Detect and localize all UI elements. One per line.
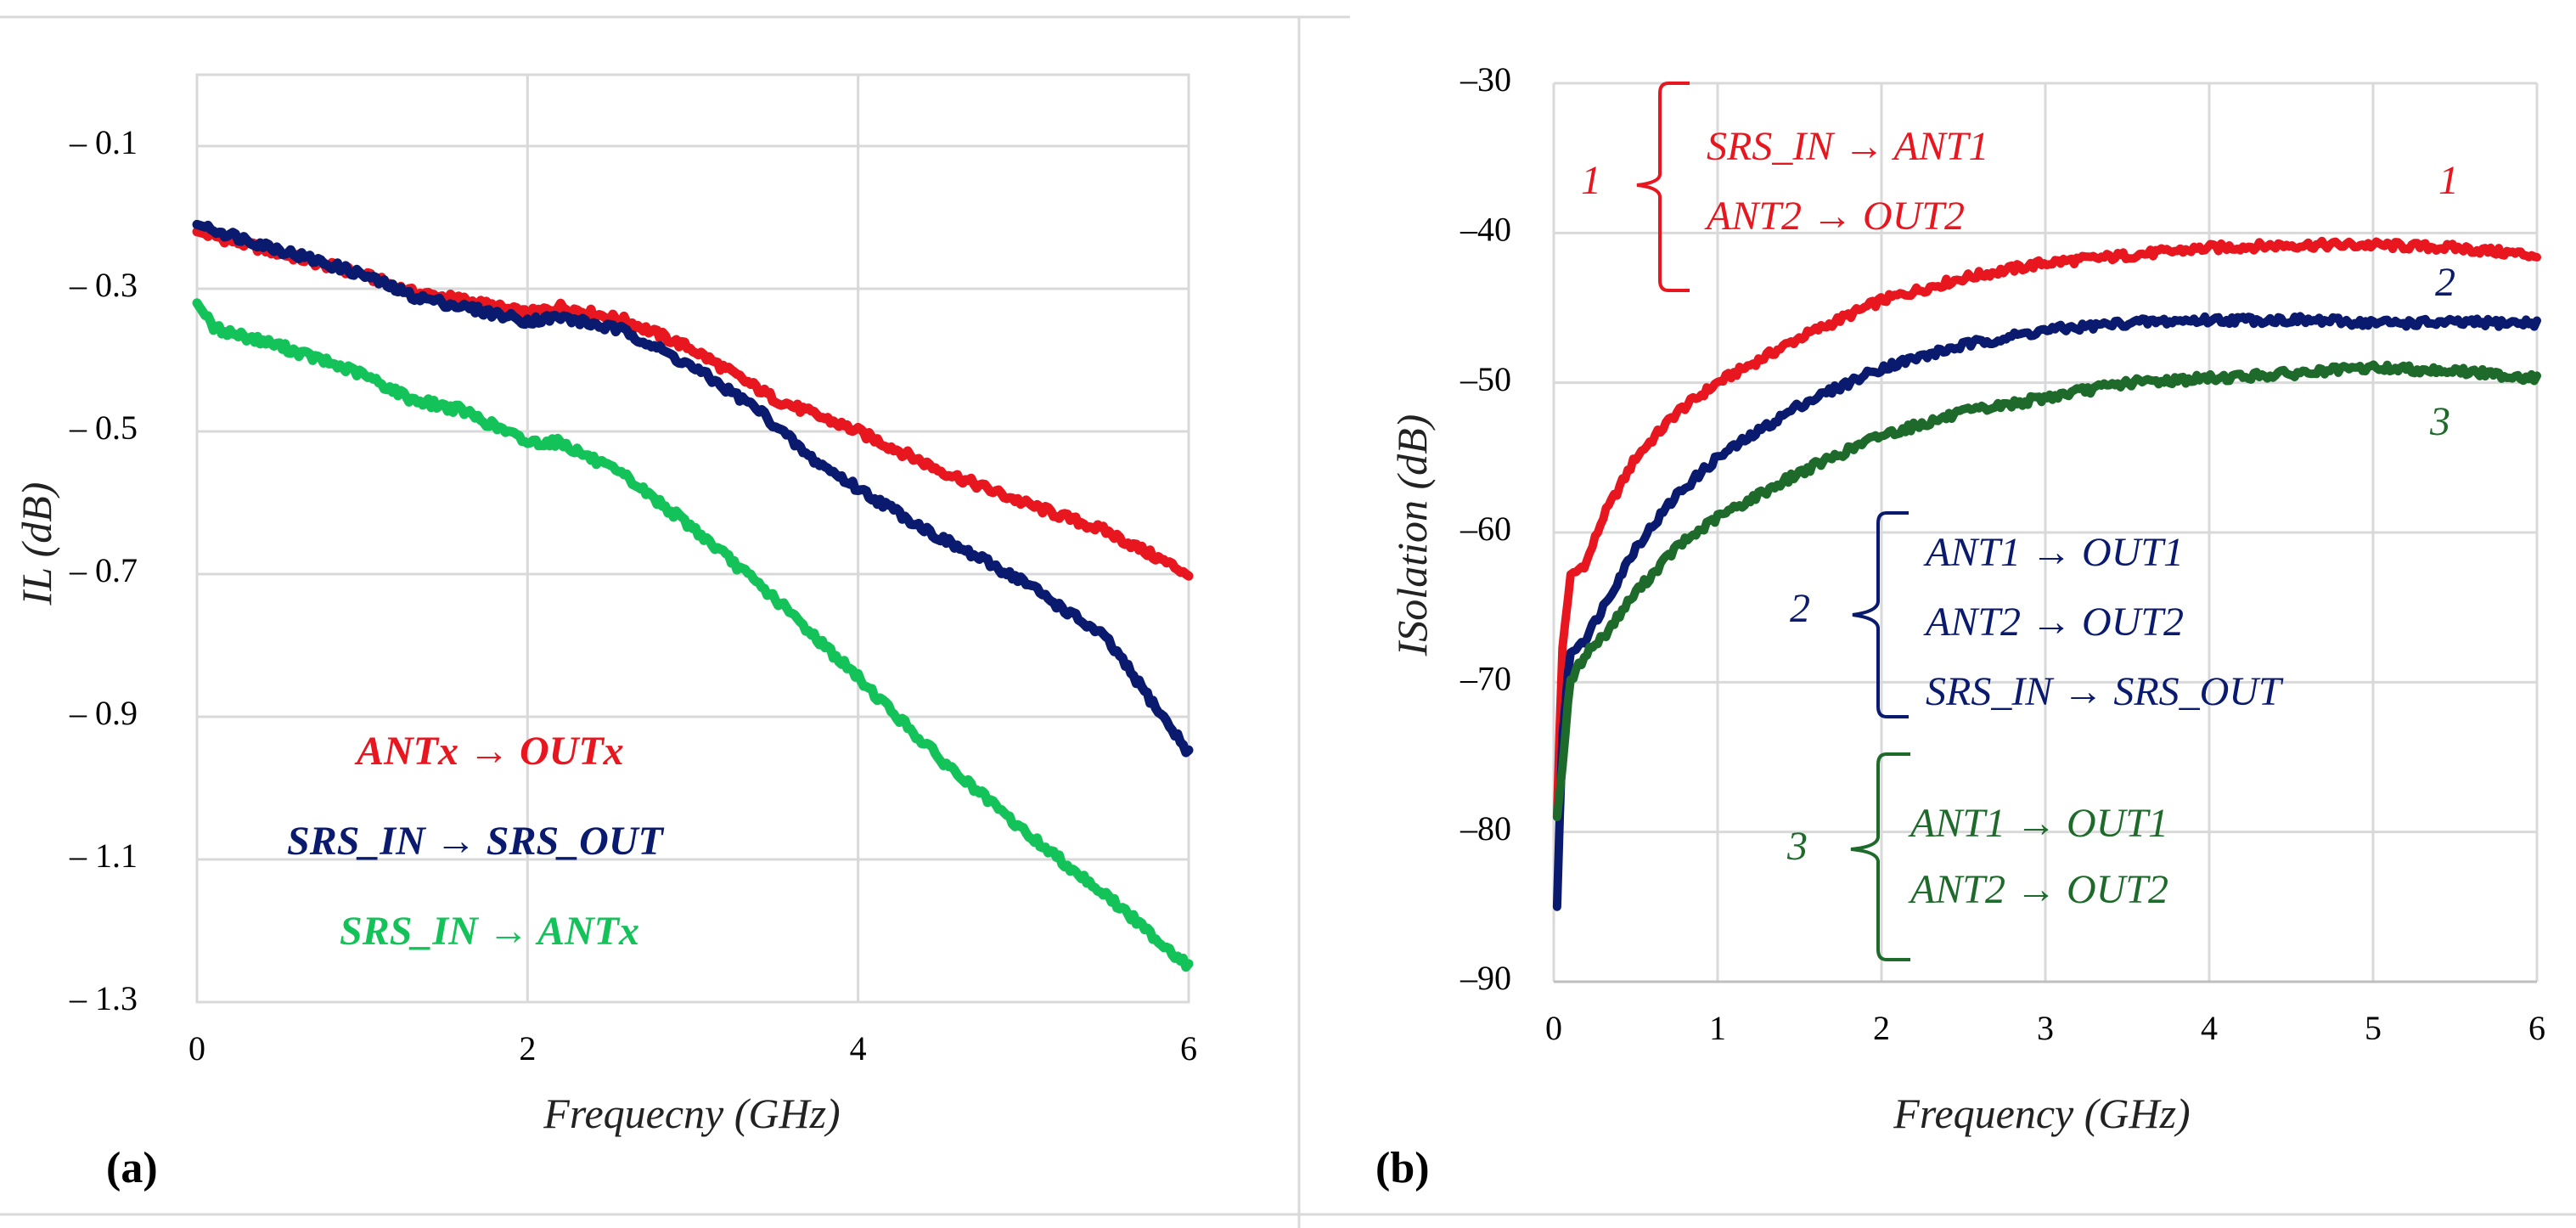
annotation-group-3-brace (1850, 752, 1910, 961)
annotation-group-1-line-1: SRS_IN → ANT1 (1707, 124, 1988, 169)
panel-b-x-tick-labels: 0 1 2 3 4 5 6 (1545, 1009, 2545, 1047)
panel-b-series-group (1552, 236, 2541, 911)
x-tick-label: 4 (2201, 1009, 2218, 1047)
panel-a-legend: ANTx → OUTx SRS_IN → SRS_OUT SRS_IN → AN… (287, 729, 664, 954)
x-tick-label: 3 (2037, 1009, 2054, 1047)
y-tick-label: –40 (1460, 211, 1511, 249)
annotation-group-2-line-2: ANT2 → OUT2 (1923, 600, 2184, 645)
series-line-b-1 (1552, 312, 2541, 911)
annotation-group-2-brace (1852, 511, 1909, 718)
annotation-group-2-line-1: ANT1 → OUT1 (1923, 530, 2184, 575)
y-tick-label: –90 (1460, 959, 1511, 997)
panel-b-x-axis-label: Frequency (GHz) (1893, 1090, 2190, 1137)
x-tick-label: 2 (1873, 1009, 1890, 1047)
y-tick-label: – 0.7 (69, 551, 138, 589)
annotation-group-2-line-3: SRS_IN → SRS_OUT (1926, 669, 2284, 714)
x-tick-label: 2 (519, 1029, 536, 1067)
annotation-group-2-number: 2 (1790, 586, 1810, 631)
x-tick-label: 0 (1545, 1009, 1562, 1047)
legend-entry-srs-in-srs-out: SRS_IN → SRS_OUT (287, 819, 664, 864)
x-tick-label: 4 (850, 1029, 867, 1067)
y-tick-label: –50 (1460, 360, 1511, 398)
annotation-group-3-number: 3 (1786, 824, 1808, 869)
x-tick-label: 6 (2528, 1009, 2545, 1047)
panel-a-x-tick-labels: 0 2 4 6 (188, 1029, 1197, 1067)
panel-a-x-axis-label: Frequecny (GHz) (543, 1090, 840, 1137)
x-tick-label: 6 (1180, 1029, 1197, 1067)
curve-label-3: 3 (2429, 399, 2450, 444)
annotation-group-1: 1 SRS_IN → ANT1 ANT2 → OUT2 (1581, 82, 1988, 292)
curve-label-2: 2 (2435, 260, 2455, 305)
series-line-a-2 (192, 298, 1194, 972)
y-tick-label: – 0.3 (69, 266, 138, 304)
x-tick-label: 0 (188, 1029, 205, 1067)
panel-b-y-tick-labels: –30 –40 –50 –60 –70 –80 –90 (1460, 60, 1511, 997)
x-tick-label: 1 (1709, 1009, 1726, 1047)
panel-a-y-tick-labels: – 0.1 – 0.3 – 0.5 – 0.7 – 0.9 – 1.1 – 1.3 (69, 123, 138, 1017)
panel-a-chart: – 0.1 – 0.3 – 0.5 – 0.7 – 0.9 – 1.1 – 1.3 0 2 4 6… (13, 73, 1197, 1192)
y-tick-label: –80 (1460, 809, 1511, 848)
panel-a-series-group (192, 219, 1194, 972)
panel-a-label: (a) (106, 1144, 158, 1192)
annotation-group-3: 3 ANT1 → OUT1 ANT2 → OUT2 (1786, 752, 2168, 961)
x-tick-label: 5 (2365, 1009, 2382, 1047)
panel-b-gridlines (1552, 82, 2539, 983)
legend-entry-antx-outx: ANTx → OUTx (354, 729, 624, 774)
annotation-group-3-line-2: ANT2 → OUT2 (1908, 867, 2168, 912)
y-tick-label: – 0.1 (69, 123, 138, 161)
panel-b-label: (b) (1375, 1144, 1430, 1192)
annotation-group-2: 2 ANT1 → OUT1 ANT2 → OUT2 SRS_IN → SRS_O… (1790, 511, 2284, 718)
annotation-group-1-number: 1 (1581, 158, 1601, 203)
annotation-group-1-brace (1636, 82, 1690, 292)
y-tick-label: – 0.9 (69, 694, 138, 732)
y-tick-label: – 1.1 (69, 837, 138, 875)
y-tick-label: –70 (1460, 660, 1511, 698)
y-tick-label: –30 (1460, 60, 1511, 99)
annotation-group-1-line-2: ANT2 → OUT2 (1704, 194, 1965, 239)
y-tick-label: –60 (1460, 510, 1511, 548)
panel-a-gridlines (195, 75, 1190, 1004)
y-tick-label: – 1.3 (69, 979, 138, 1017)
panel-a-y-axis-label: IL (dB) (13, 482, 60, 606)
annotation-group-3-line-1: ANT1 → OUT1 (1908, 801, 2168, 846)
legend-entry-srs-in-antx: SRS_IN → ANTx (340, 909, 639, 954)
series-line-a-1 (192, 219, 1194, 758)
curve-label-1: 1 (2438, 158, 2459, 203)
y-tick-label: – 0.5 (69, 408, 138, 447)
panel-b-chart: –30 –40 –50 –60 –70 –80 –90 0 1 2 3 4 5 6 ISolation … (1375, 60, 2545, 1192)
panel-b-y-axis-label: ISolation (dB) (1388, 414, 1436, 657)
series-line-b-0 (1552, 236, 2541, 821)
series-line-b-2 (1552, 360, 2541, 821)
